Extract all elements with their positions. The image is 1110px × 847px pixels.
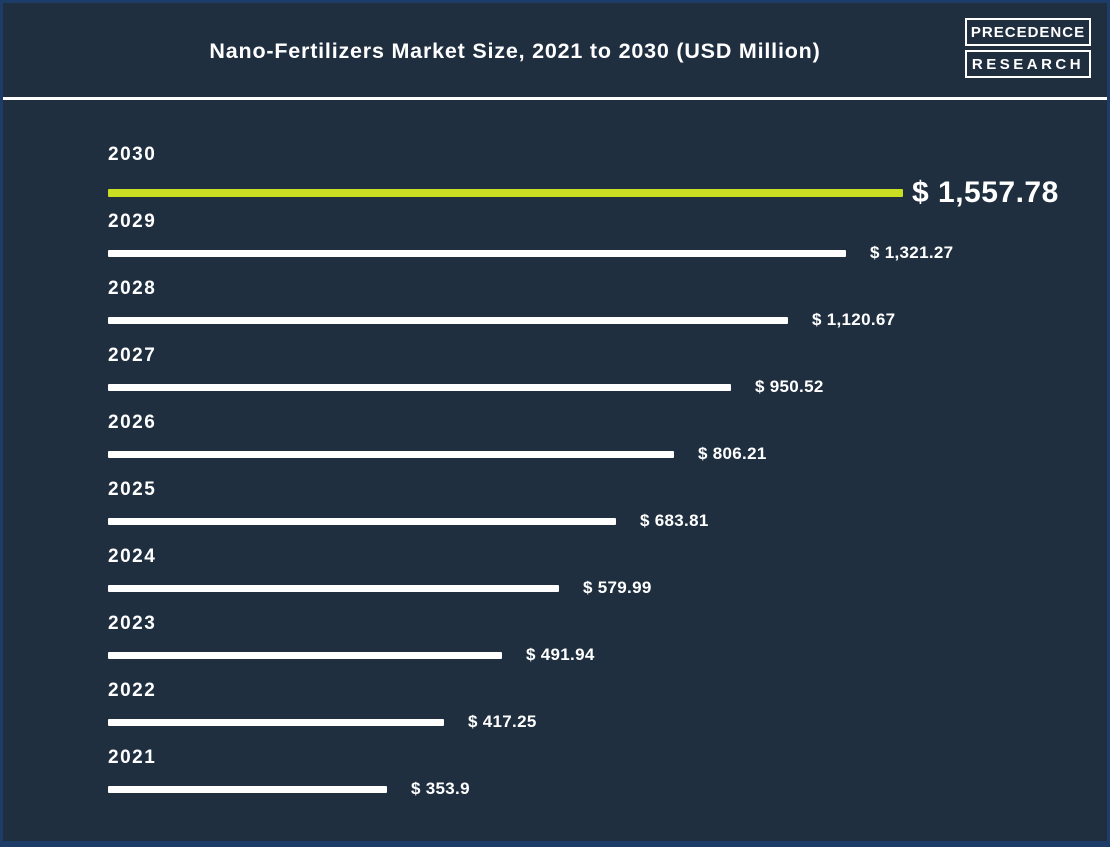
header-divider [3, 97, 1107, 100]
chart-row: 2027 $ 950.52 [108, 346, 1107, 413]
value-label: $ 1,120.67 [812, 310, 896, 329]
value-label: $ 1,321.27 [870, 243, 954, 262]
bar [108, 517, 616, 525]
year-label: 2022 [108, 680, 157, 701]
chart-row: 2025 $ 683.81 [108, 480, 1107, 547]
bar [108, 383, 731, 391]
chart-row: 2022 $ 417.25 [108, 681, 1107, 748]
value-label: $ 1,557.78 [912, 176, 1059, 209]
year-label: 2029 [108, 211, 157, 232]
chart-title: Nano-Fertilizers Market Size, 2021 to 20… [209, 39, 821, 63]
year-label: 2023 [108, 613, 157, 634]
bar [108, 785, 387, 793]
bar [108, 316, 788, 324]
bar [108, 249, 846, 257]
value-label: $ 950.52 [755, 377, 824, 396]
bar [108, 584, 559, 592]
logo-line-2: RESEARCH [965, 50, 1091, 78]
bar-highlight [108, 189, 903, 197]
year-label: 2024 [108, 546, 157, 567]
value-label: $ 417.25 [468, 712, 537, 731]
chart-row: 2028 $ 1,120.67 [108, 279, 1107, 346]
year-label: 2030 [108, 144, 157, 165]
logo-line-1: PRECEDENCE [965, 18, 1091, 46]
header: Nano-Fertilizers Market Size, 2021 to 20… [3, 3, 1107, 100]
year-label: 2027 [108, 345, 157, 366]
chart-row: 2023 $ 491.94 [108, 614, 1107, 681]
value-label: $ 806.21 [698, 444, 767, 463]
chart-row: 2030 $ 1,557.78 [108, 145, 1107, 212]
bar-chart: 2030 $ 1,557.78 2029 $ 1,321.27 2028 $ 1,120.… [3, 100, 1107, 815]
value-label: $ 579.99 [583, 578, 652, 597]
chart-row: 2026 $ 806.21 [108, 413, 1107, 480]
year-label: 2028 [108, 278, 157, 299]
year-label: 2026 [108, 412, 157, 433]
year-label: 2021 [108, 747, 157, 768]
value-label: $ 353.9 [411, 779, 470, 798]
bar [108, 651, 502, 659]
chart-row: 2024 $ 579.99 [108, 547, 1107, 614]
bar [108, 718, 444, 726]
value-label: $ 491.94 [526, 645, 595, 664]
precedence-research-logo: PRECEDENCE RESEARCH [965, 18, 1091, 78]
bar [108, 450, 674, 458]
chart-row: 2029 $ 1,321.27 [108, 212, 1107, 279]
year-label: 2025 [108, 479, 157, 500]
chart-row: 2021 $ 353.9 [108, 748, 1107, 815]
value-label: $ 683.81 [640, 511, 709, 530]
